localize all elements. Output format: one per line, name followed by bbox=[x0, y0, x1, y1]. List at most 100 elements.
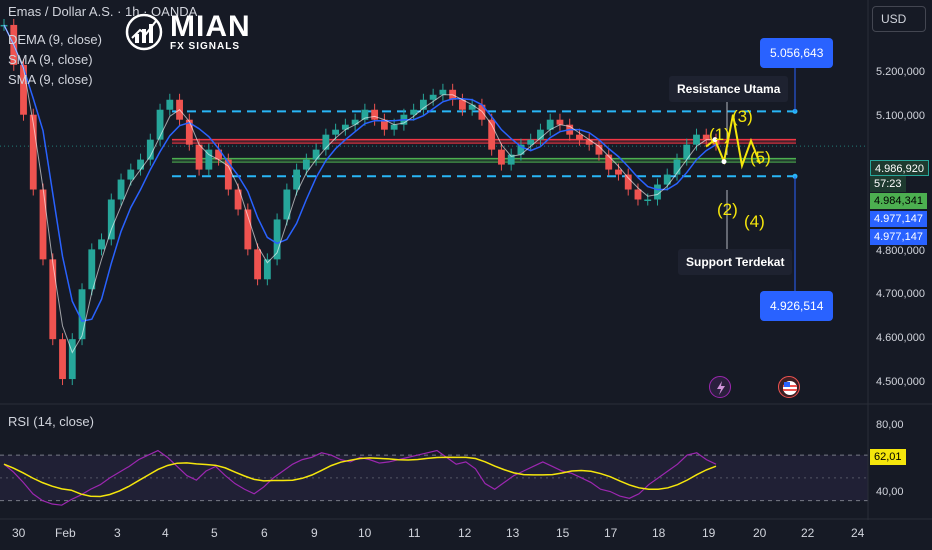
time-tick: 12 bbox=[458, 526, 472, 540]
candle-down bbox=[195, 144, 203, 170]
candle-down bbox=[615, 169, 622, 175]
candle-up bbox=[390, 124, 398, 130]
wave-label-5: (5) bbox=[750, 148, 771, 167]
moving-averages bbox=[3, 24, 717, 354]
time-tick: 13 bbox=[506, 526, 520, 540]
time-tick: 4 bbox=[162, 526, 169, 540]
rsi-panel bbox=[0, 449, 868, 506]
candle-up bbox=[127, 169, 135, 180]
candle-down bbox=[556, 119, 564, 125]
price-tick: 4.800,000 bbox=[876, 245, 925, 257]
candle-up bbox=[527, 139, 535, 145]
target-up-box[interactable]: 5.056,643 bbox=[760, 38, 834, 68]
candle-up bbox=[517, 144, 525, 155]
candle-down bbox=[254, 249, 262, 280]
candle-up bbox=[312, 149, 320, 160]
candle-up bbox=[429, 94, 437, 100]
candle-up bbox=[166, 99, 174, 110]
candle-up bbox=[341, 124, 349, 130]
candles bbox=[0, 18, 720, 386]
candle-up bbox=[537, 129, 544, 140]
candle-down bbox=[605, 154, 613, 170]
candle-up bbox=[263, 259, 271, 280]
sma-line bbox=[3, 24, 717, 323]
candle-up bbox=[78, 289, 86, 340]
time-tick: 3 bbox=[114, 526, 121, 540]
candle-down bbox=[371, 109, 379, 120]
last-price-tag: 4.986,920 bbox=[870, 160, 929, 176]
candle-up bbox=[361, 109, 369, 120]
candle-up bbox=[546, 119, 554, 130]
time-tick: 6 bbox=[261, 526, 268, 540]
blue-line-tag-2: 4.977,147 bbox=[870, 229, 927, 245]
target-down-box[interactable]: 4.926,514 bbox=[760, 291, 834, 321]
candle-down bbox=[49, 259, 57, 340]
red-zone bbox=[172, 139, 796, 144]
candle-down bbox=[488, 119, 496, 150]
candle-up bbox=[683, 144, 691, 160]
lightning-icon[interactable] bbox=[709, 376, 731, 398]
candle-up bbox=[654, 184, 661, 200]
candle-up bbox=[137, 159, 144, 170]
candle-up bbox=[663, 174, 671, 185]
candle-down bbox=[458, 99, 466, 110]
candle-up bbox=[322, 134, 330, 150]
candle-down bbox=[624, 174, 632, 190]
candle-up bbox=[293, 169, 301, 190]
candle-up bbox=[673, 159, 681, 175]
candle-up bbox=[439, 89, 447, 95]
price-tick: 4.700,000 bbox=[876, 288, 925, 300]
time-tick: 30 bbox=[12, 526, 26, 540]
candle-down bbox=[634, 189, 642, 200]
wave-label-3: (3) bbox=[732, 107, 753, 126]
target-down-connector bbox=[794, 176, 828, 306]
candle-down bbox=[39, 189, 47, 260]
candle-up bbox=[205, 149, 213, 170]
candle-down bbox=[20, 64, 27, 115]
candle-down bbox=[185, 119, 193, 145]
time-tick: 24 bbox=[851, 526, 865, 540]
candle-up bbox=[273, 219, 281, 260]
candle-up bbox=[351, 119, 359, 125]
candle-up bbox=[68, 339, 76, 380]
rsi-tick: 40,00 bbox=[876, 486, 904, 498]
candle-down bbox=[585, 139, 593, 145]
candle-up bbox=[146, 139, 154, 160]
candle-up bbox=[156, 109, 164, 140]
candle-up bbox=[644, 199, 652, 202]
price-tick: 4.500,000 bbox=[876, 376, 925, 388]
dema-legend[interactable]: DEMA (9, close) bbox=[8, 32, 102, 47]
candle-up bbox=[283, 189, 291, 220]
time-tick: 19 bbox=[702, 526, 716, 540]
currency-button[interactable]: USD bbox=[872, 6, 926, 32]
green-zone-tag: 4.984,341 bbox=[870, 193, 927, 209]
time-tick: 22 bbox=[801, 526, 815, 540]
support-callout[interactable]: Support Terdekat bbox=[678, 249, 793, 275]
candle-down bbox=[595, 144, 603, 155]
wave-point-1 bbox=[712, 137, 718, 143]
dema-line bbox=[3, 24, 716, 354]
candle-up bbox=[410, 109, 418, 115]
candle-up bbox=[107, 199, 115, 240]
time-tick: 17 bbox=[604, 526, 618, 540]
candle-down bbox=[498, 149, 505, 165]
time-tick: 10 bbox=[358, 526, 372, 540]
rsi-legend[interactable]: RSI (14, close) bbox=[8, 414, 94, 429]
rsi-value-tag: 62,01 bbox=[870, 449, 906, 465]
price-tick: 5.200,000 bbox=[876, 66, 925, 78]
sma-legend-2[interactable]: SMA (9, close) bbox=[8, 72, 93, 87]
us-flag-icon[interactable] bbox=[778, 376, 800, 398]
time-tick: 5 bbox=[211, 526, 218, 540]
rsi-tick: 80,00 bbox=[876, 419, 904, 431]
rsi-line bbox=[3, 449, 717, 506]
candle-down bbox=[380, 119, 388, 130]
sma-legend-1[interactable]: SMA (9, close) bbox=[8, 52, 93, 67]
time-tick: 18 bbox=[652, 526, 666, 540]
logo-emblem-icon bbox=[125, 13, 163, 51]
resistance-callout[interactable]: Resistance Utama bbox=[669, 76, 789, 102]
wave-point-2 bbox=[721, 159, 727, 165]
rsi-ma-line bbox=[3, 456, 717, 498]
wave-label-1: (1) bbox=[709, 125, 730, 144]
